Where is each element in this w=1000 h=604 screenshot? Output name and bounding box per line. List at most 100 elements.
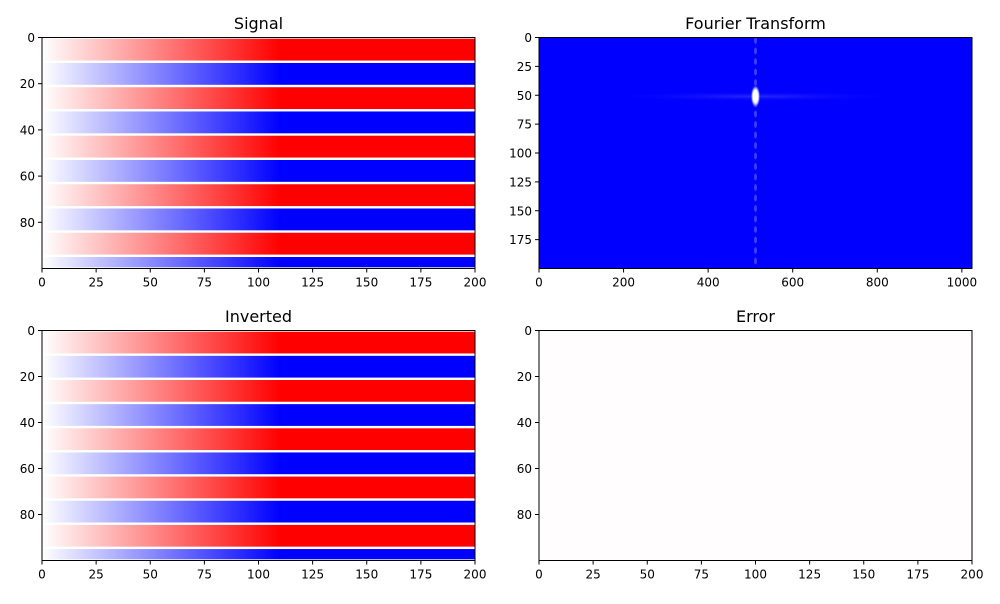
x-tick-label: 0 (38, 276, 46, 290)
band-negative (42, 404, 475, 426)
signal-title: Signal (234, 14, 283, 33)
band-positive (42, 232, 475, 255)
x-tick-label: 0 (535, 276, 543, 290)
x-tick-label: 800 (866, 276, 889, 290)
x-tick-label: 400 (697, 276, 720, 290)
inverted-axes: 0 25 50 75 100 125 150 175 200 0 20 40 60 80 (20, 324, 487, 582)
spectral-line-dot (754, 184, 757, 191)
y-tick-label: 40 (20, 416, 35, 430)
fourier-heatmap (539, 37, 972, 269)
spectral-line-dot (754, 142, 757, 149)
x-tick-label: 50 (143, 568, 158, 582)
fourier-axes: 0 200 400 600 800 1000 0 25 50 75 100 125 150 175 (509, 31, 977, 290)
x-tick-label: 125 (301, 568, 324, 582)
spectral-line-dot (754, 236, 757, 244)
error-panel: Error 0 25 50 75 100 125 150 175 200 0 20 40 60 80 (517, 307, 984, 582)
x-tick-label: 25 (585, 568, 600, 582)
y-tick-label: 75 (517, 118, 532, 132)
y-tick-label: 125 (509, 175, 532, 189)
x-tick-label: 200 (612, 276, 635, 290)
spectral-line-dot (754, 58, 757, 65)
x-tick-label: 150 (852, 568, 875, 582)
fourier-title: Fourier Transform (685, 14, 826, 33)
y-tick-label: 80 (20, 216, 35, 230)
band-positive (42, 135, 475, 158)
spectral-line-dot (754, 173, 757, 181)
spectral-line-dot (754, 215, 757, 223)
x-tick-label: 600 (781, 276, 804, 290)
band-positive (42, 331, 475, 354)
x-tick-label: 200 (464, 568, 487, 582)
band-negative (42, 208, 475, 231)
y-tick-label: 20 (20, 370, 35, 384)
y-tick-label: 60 (20, 462, 35, 476)
band-positive (42, 428, 475, 451)
spectral-line-dot (754, 152, 757, 160)
y-tick-label: 100 (509, 147, 532, 161)
spectral-line-dot (754, 205, 757, 212)
spectral-line-dot (754, 79, 757, 86)
inverted-heatmap (42, 330, 475, 561)
y-tick-label: 60 (20, 170, 35, 184)
x-tick-label: 0 (535, 568, 543, 582)
band-positive (42, 184, 475, 207)
band-positive (42, 87, 475, 110)
fourier-panel: Fourier Transform 0 200 400 600 800 1000 0 25 50… (509, 14, 977, 290)
spectral-line-dot (754, 47, 757, 55)
x-tick-label: 75 (197, 568, 212, 582)
spectral-line-dot (754, 257, 757, 265)
x-tick-label: 100 (744, 568, 767, 582)
band-positive (42, 38, 475, 61)
y-tick-label: 0 (524, 324, 532, 338)
x-tick-label: 50 (640, 568, 655, 582)
x-tick-label: 1000 (947, 276, 978, 290)
band-positive (42, 380, 475, 402)
spectral-line-dot (754, 247, 757, 254)
y-tick-label: 80 (20, 508, 35, 522)
band-negative (42, 549, 475, 560)
error-axes: 0 25 50 75 100 125 150 175 200 0 20 40 60 80 (517, 324, 984, 582)
x-tick-label: 100 (247, 568, 270, 582)
x-tick-label: 175 (409, 276, 432, 290)
band-negative (42, 452, 475, 475)
x-tick-label: 150 (355, 276, 378, 290)
y-tick-label: 150 (509, 204, 532, 218)
y-tick-label: 60 (517, 462, 532, 476)
error-title: Error (736, 307, 775, 326)
band-negative (42, 62, 475, 85)
y-tick-label: 0 (27, 324, 35, 338)
x-tick-label: 0 (38, 568, 46, 582)
spectral-line-dot (754, 226, 757, 233)
x-tick-label: 25 (88, 276, 103, 290)
x-tick-label: 75 (694, 568, 709, 582)
y-tick-label: 20 (20, 77, 35, 91)
y-tick-label: 50 (517, 89, 532, 103)
error-field (539, 330, 972, 561)
x-tick-label: 175 (409, 568, 432, 582)
band-positive (42, 524, 475, 547)
spectral-line-dot (754, 121, 757, 128)
x-tick-label: 25 (88, 568, 103, 582)
y-tick-label: 0 (524, 31, 532, 45)
y-tick-label: 175 (509, 233, 532, 247)
band-negative (42, 355, 475, 378)
y-tick-label: 25 (517, 60, 532, 74)
x-tick-label: 200 (961, 568, 984, 582)
spectral-line-dot (754, 68, 757, 76)
inverted-title: Inverted (225, 307, 292, 326)
band-negative (42, 500, 475, 523)
band-negative (42, 256, 475, 268)
y-tick-label: 80 (517, 508, 532, 522)
x-tick-label: 125 (798, 568, 821, 582)
inverted-panel: Inverted 0 25 50 75 100 125 150 175 200 0 20 40 60 80 (20, 307, 487, 582)
error-heatmap (539, 330, 972, 561)
band-negative (42, 111, 475, 134)
y-tick-label: 40 (20, 123, 35, 137)
x-tick-label: 125 (301, 276, 324, 290)
x-tick-label: 75 (197, 276, 212, 290)
spectral-line-dot (754, 37, 757, 44)
y-tick-label: 20 (517, 370, 532, 384)
y-tick-label: 40 (517, 416, 532, 430)
